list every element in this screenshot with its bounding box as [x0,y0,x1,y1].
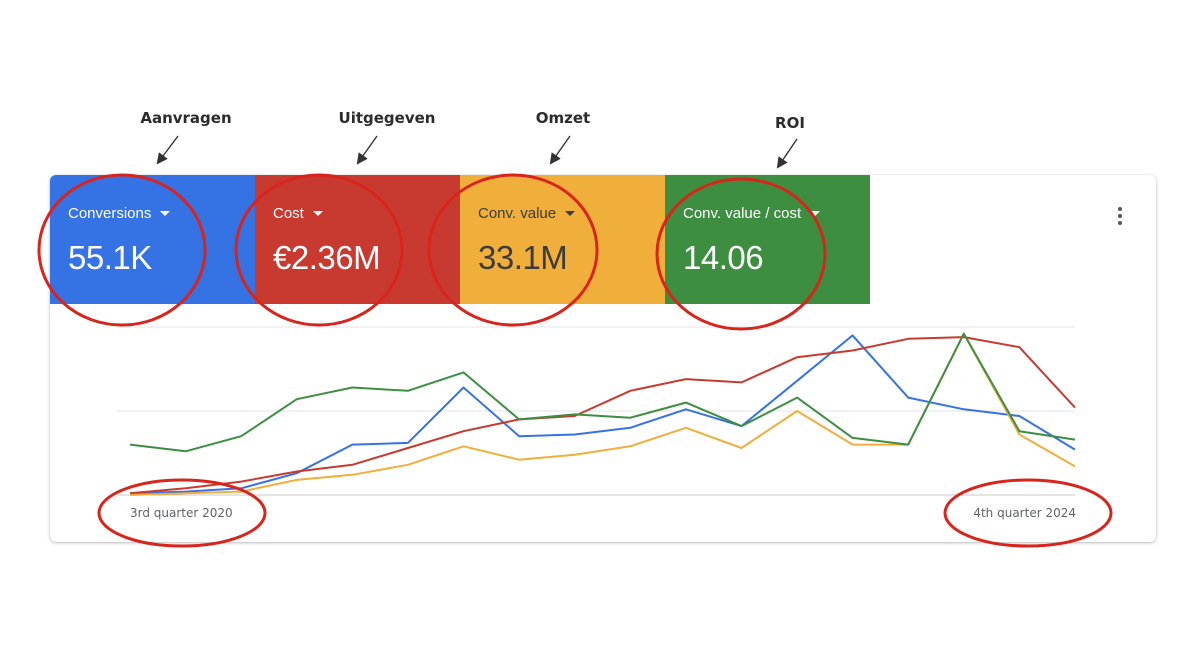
annotation-conv-value: Omzet [535,109,591,127]
performance-card: Conversions 55.1K Cost €2.36M Conv. valu… [50,175,1156,542]
series-line-2 [129,332,1076,496]
arrow-icon [356,135,378,165]
annotation-conversions: Aanvragen [140,109,232,127]
series-line-1 [129,336,1076,495]
arrow-icon [549,135,571,165]
x-tick-label-start: 3rd quarter 2020 [130,506,233,520]
arrow-icon [776,138,798,169]
annotation-cost: Uitgegeven [338,109,436,127]
more-vert-icon[interactable] [1116,207,1124,227]
series-line-0 [129,334,1076,495]
arrow-icon [156,135,179,165]
x-tick-label-end: 4th quarter 2024 [973,506,1076,520]
annotation-roi: ROI [775,114,805,132]
series-line-3 [129,332,1076,453]
line-chart [117,326,1076,496]
